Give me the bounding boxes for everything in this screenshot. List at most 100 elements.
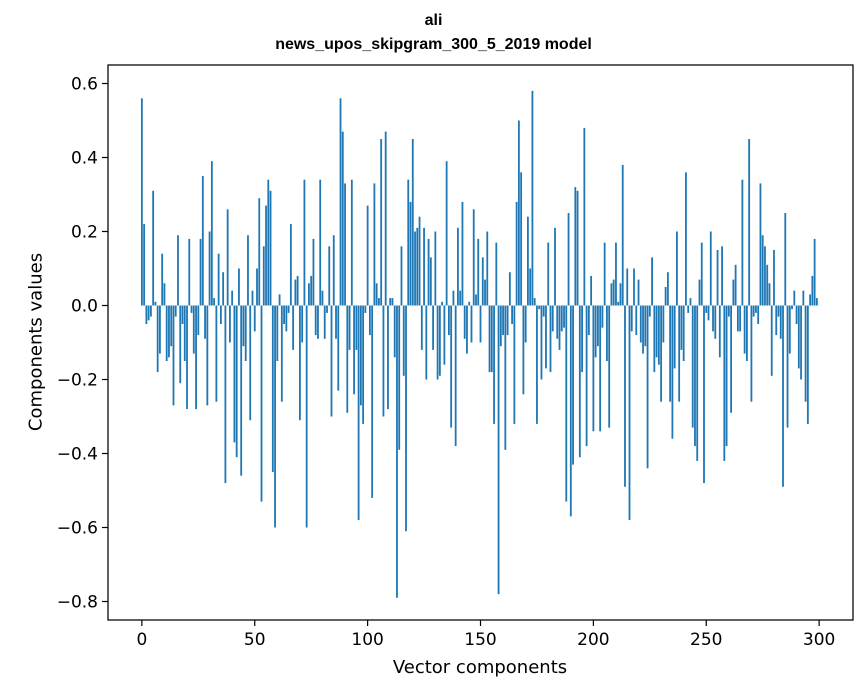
x-axis-label: Vector components (392, 657, 568, 678)
bar (527, 216, 529, 306)
bar (380, 139, 383, 306)
y-tick-label: 0.6 (71, 75, 98, 95)
bar (560, 305, 563, 332)
bar (378, 298, 380, 306)
bar (387, 305, 389, 410)
bar (529, 268, 532, 306)
bar (486, 231, 489, 306)
bar (700, 242, 703, 306)
bar (524, 305, 527, 343)
bar (687, 305, 690, 313)
chart-title: ali (424, 12, 443, 29)
bar (274, 305, 276, 528)
bar (569, 305, 572, 517)
bar (558, 305, 561, 350)
bar (312, 238, 315, 306)
bar (813, 238, 816, 306)
bar (689, 298, 692, 306)
bar (389, 298, 392, 306)
bar (418, 216, 421, 306)
bar (741, 179, 744, 306)
bar (197, 305, 200, 336)
bar (443, 305, 446, 365)
bar (707, 305, 710, 321)
bar (497, 305, 500, 595)
bar (696, 305, 699, 461)
bar (192, 305, 195, 354)
bar (676, 231, 678, 306)
bar (594, 305, 597, 358)
bar (172, 305, 175, 406)
bar (551, 305, 554, 332)
bar (624, 305, 626, 487)
bar (504, 305, 507, 450)
bar (344, 183, 346, 306)
bar (229, 305, 231, 343)
bar (278, 294, 281, 306)
bar (633, 268, 635, 306)
bar (793, 290, 796, 306)
bar (445, 161, 448, 306)
bar (407, 179, 410, 306)
bar (382, 305, 385, 417)
bar (267, 179, 270, 306)
bar (585, 305, 588, 447)
bar (400, 246, 403, 306)
bar (398, 305, 401, 450)
bar (199, 238, 202, 306)
bar (574, 187, 577, 306)
bar (145, 305, 148, 324)
bar (637, 279, 640, 306)
bar (154, 301, 157, 306)
bar (432, 305, 434, 350)
bar (188, 238, 191, 306)
bar (249, 305, 252, 421)
bar (739, 305, 742, 332)
bar (337, 305, 340, 391)
bar (590, 275, 593, 306)
bar (750, 305, 753, 402)
bar (362, 305, 365, 424)
bar (761, 235, 764, 306)
bar (545, 305, 547, 369)
bar (233, 305, 236, 443)
y-tick-label: −0.2 (57, 371, 98, 391)
bar (283, 305, 285, 324)
bar (222, 272, 225, 306)
bar (463, 305, 466, 339)
bar (775, 305, 778, 336)
plot-frame (107, 64, 854, 621)
bar (168, 305, 170, 358)
bar (655, 305, 658, 358)
bar (698, 279, 701, 306)
x-axis-ticks: 0 50 100 150 200 250 300 (136, 620, 835, 650)
bar (251, 290, 254, 306)
bar (694, 305, 696, 447)
bar (296, 275, 299, 306)
bar (159, 305, 161, 354)
bar (804, 305, 807, 402)
bar (285, 305, 288, 332)
bar (488, 305, 491, 373)
bar (671, 305, 674, 439)
bar (802, 290, 805, 306)
bar (332, 235, 335, 306)
x-tick-label: 0 (136, 630, 147, 650)
bar (310, 275, 313, 306)
bar (468, 301, 471, 306)
bar (357, 305, 360, 521)
bar (350, 179, 353, 306)
bar (271, 305, 274, 472)
bar (723, 305, 726, 461)
bar (725, 305, 728, 447)
y-tick-label: 0.0 (71, 297, 98, 317)
bar (736, 305, 739, 332)
y-axis-label: Components values (25, 252, 47, 432)
bar (755, 305, 757, 313)
bar (321, 290, 324, 306)
bar (531, 90, 534, 306)
bar (782, 305, 784, 487)
bar (581, 305, 583, 373)
bar (721, 246, 723, 306)
bar (479, 305, 482, 343)
